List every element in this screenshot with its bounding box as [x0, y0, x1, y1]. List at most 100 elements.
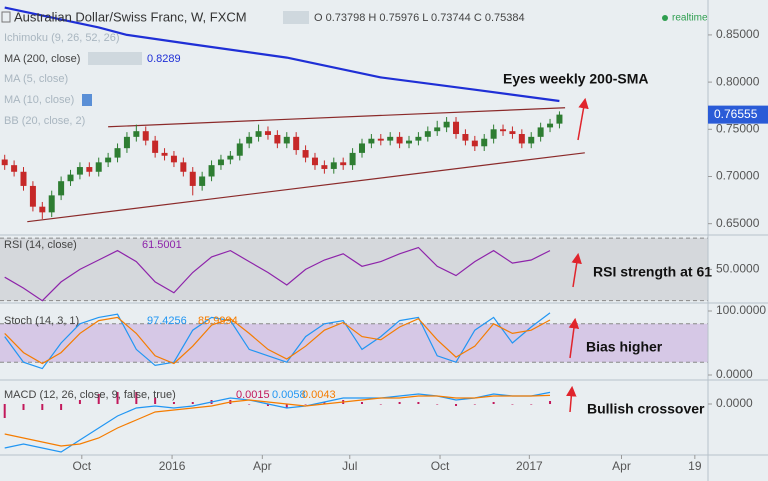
histogram-bar	[191, 402, 194, 404]
candle-body	[180, 162, 187, 172]
histogram-bar	[549, 401, 552, 404]
candle-body	[490, 129, 497, 139]
candle-body	[236, 143, 243, 156]
histogram-bar	[455, 404, 458, 406]
candle-body	[123, 136, 130, 149]
candle-body	[302, 150, 309, 158]
candle-body	[274, 134, 281, 144]
candle-body	[462, 134, 469, 141]
candle-body	[547, 123, 554, 128]
candle-body	[161, 152, 168, 156]
candle-body	[500, 129, 507, 132]
histogram-bar	[248, 404, 251, 405]
pane-label: Stoch (14, 3, 1)	[4, 315, 79, 327]
candle-body	[227, 155, 234, 160]
candle-body	[95, 162, 102, 172]
candle-body	[114, 148, 121, 158]
candle-body	[283, 136, 290, 144]
y-tick-label: 0.75000	[716, 121, 760, 135]
y-tick-label: 0.0000	[716, 367, 753, 381]
candle-body	[481, 138, 488, 147]
y-tick-label: 50.0000	[716, 262, 760, 276]
histogram-bar	[266, 404, 269, 406]
candle-body	[264, 131, 271, 135]
candle-body	[58, 181, 65, 196]
candle-body	[368, 138, 375, 144]
legend-value: 0.8289	[147, 53, 181, 65]
candle-body	[133, 131, 140, 137]
legend-entry: BB (20, close, 2)	[4, 115, 85, 127]
annotation: Bias higher	[586, 339, 663, 355]
candle-body	[76, 167, 83, 175]
histogram-bar	[398, 402, 401, 404]
sma-line	[4, 6, 560, 103]
histogram-bar	[41, 404, 44, 410]
candle-body	[217, 159, 224, 166]
y-tick-label: 0.85000	[716, 27, 760, 41]
indicator-line	[4, 391, 551, 453]
candle-body	[358, 143, 365, 153]
candle-body	[39, 206, 46, 213]
indicator-line	[4, 316, 551, 365]
histogram-bar	[22, 404, 25, 410]
toolbar-icon[interactable]	[82, 94, 92, 106]
pane-label: MACD (12, 26, close, 9, false, true)	[4, 389, 176, 401]
histogram-bar	[3, 404, 6, 418]
histogram-bar	[360, 402, 363, 404]
candle-body	[443, 121, 450, 128]
status-dot	[662, 15, 668, 21]
histogram-bar	[473, 404, 476, 405]
x-tick-label: Apr	[253, 459, 272, 473]
candle-body	[406, 140, 413, 144]
histogram-bar	[379, 404, 382, 405]
toolbar-icons[interactable]	[88, 52, 142, 65]
band	[0, 238, 708, 301]
indicator-line	[4, 394, 551, 447]
histogram-bar	[511, 404, 514, 405]
x-tick-label: Jul	[342, 459, 357, 473]
histogram-bar	[436, 404, 439, 405]
candle-body	[396, 136, 403, 144]
candle-body	[537, 127, 544, 137]
histogram-bar	[60, 404, 63, 410]
legend-value: 0.0043	[302, 389, 336, 401]
arrow	[577, 97, 589, 141]
candle-body	[321, 165, 328, 169]
legend-entry: MA (10, close)	[4, 94, 74, 106]
histogram-bar	[492, 402, 495, 404]
candle-body	[86, 167, 93, 172]
indicator-line	[4, 246, 551, 302]
candle-body	[453, 121, 460, 135]
y-tick-label: 0.65000	[716, 216, 760, 230]
candle-body	[67, 174, 74, 182]
legend-value: 97.4256	[147, 315, 187, 327]
arrow	[571, 252, 582, 288]
candle-body	[556, 114, 563, 124]
candle-body	[1, 159, 8, 166]
annotation: Bullish crossover	[587, 401, 705, 417]
histogram-bar	[530, 404, 533, 405]
histogram-bar	[323, 402, 326, 404]
y-tick-label: 0.70000	[716, 169, 760, 183]
trendline	[108, 107, 566, 128]
toolbar-icons[interactable]	[283, 11, 309, 24]
candle-body	[471, 140, 478, 147]
legend-entry: Ichimoku (9, 26, 52, 26)	[4, 32, 120, 44]
histogram-bar	[154, 398, 157, 404]
histogram-bar	[417, 402, 420, 404]
histogram-bar	[97, 394, 100, 404]
legend-entry: MA (200, close)	[4, 53, 80, 65]
legend-value: 85.9994	[198, 315, 238, 327]
candle-body	[509, 131, 516, 135]
candle-body	[170, 155, 177, 163]
candle-body	[330, 162, 337, 169]
histogram-bar	[78, 400, 81, 404]
candle-body	[29, 185, 36, 207]
legend-entry: MA (5, close)	[4, 73, 68, 85]
histogram-bar	[172, 402, 175, 404]
pane-label: RSI (14, close)	[4, 239, 77, 251]
candle-body	[349, 152, 356, 166]
collapse-icon[interactable]	[1, 11, 11, 23]
histogram-bar	[304, 404, 307, 405]
legend-value: 0.0015	[236, 389, 270, 401]
